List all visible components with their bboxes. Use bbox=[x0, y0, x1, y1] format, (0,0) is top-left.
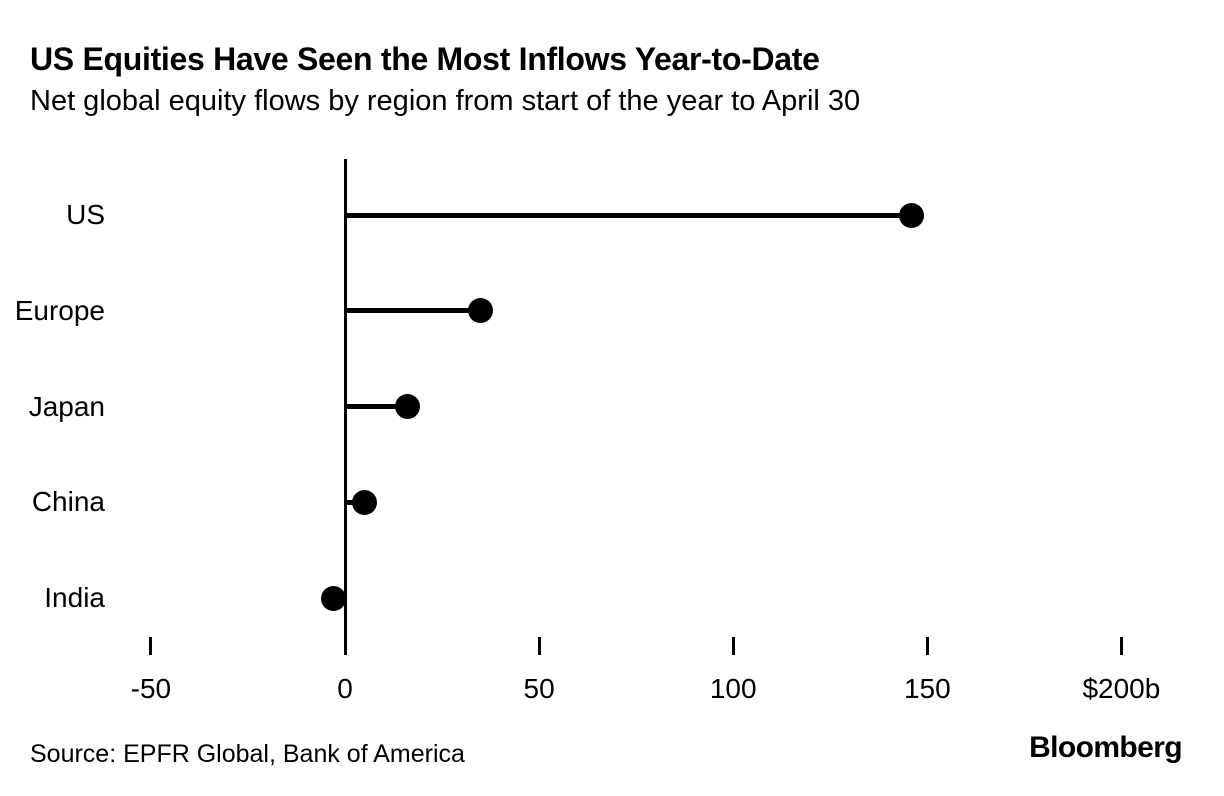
x-axis-tick--50 bbox=[149, 637, 153, 655]
x-axis-tick-label-0: 0 bbox=[337, 673, 353, 704]
lollipop-dot-us bbox=[899, 202, 925, 228]
lollipop-dot-china bbox=[351, 489, 377, 515]
x-axis-tick-label-100: 100 bbox=[709, 673, 757, 704]
x-axis-tick-100 bbox=[731, 637, 735, 655]
x-axis-tick-50 bbox=[537, 637, 541, 655]
x-axis-tick-label-200: $200b bbox=[1082, 673, 1161, 704]
chart-subtitle: Net global equity flows by region from s… bbox=[30, 85, 861, 117]
bloomberg-logo: Bloomberg bbox=[1029, 731, 1183, 764]
source-note: Source: EPFR Global, Bank of America bbox=[30, 740, 465, 768]
x-axis-tick-label-150: 150 bbox=[903, 673, 951, 704]
x-axis-tick-label-50: 50 bbox=[523, 673, 555, 704]
chart-title: US Equities Have Seen the Most Inflows Y… bbox=[30, 41, 820, 77]
lollipop-stem-europe bbox=[345, 308, 481, 314]
lollipop-dot-india bbox=[320, 585, 346, 611]
category-label-china: China bbox=[31, 486, 105, 518]
lollipop-dot-japan bbox=[394, 394, 420, 419]
category-label-japan: Japan bbox=[28, 390, 105, 422]
lollipop-stem-japan bbox=[345, 404, 408, 409]
x-axis-tick-label--50: -50 bbox=[130, 673, 172, 704]
category-label-us: US bbox=[66, 199, 105, 230]
lollipop-stem-us bbox=[345, 212, 912, 218]
category-label-india: India bbox=[44, 582, 105, 613]
lollipop-dot-europe bbox=[468, 298, 494, 324]
x-axis-tick-150 bbox=[925, 637, 929, 655]
x-axis-tick-200 bbox=[1119, 637, 1123, 655]
category-label-europe: Europe bbox=[14, 294, 105, 326]
